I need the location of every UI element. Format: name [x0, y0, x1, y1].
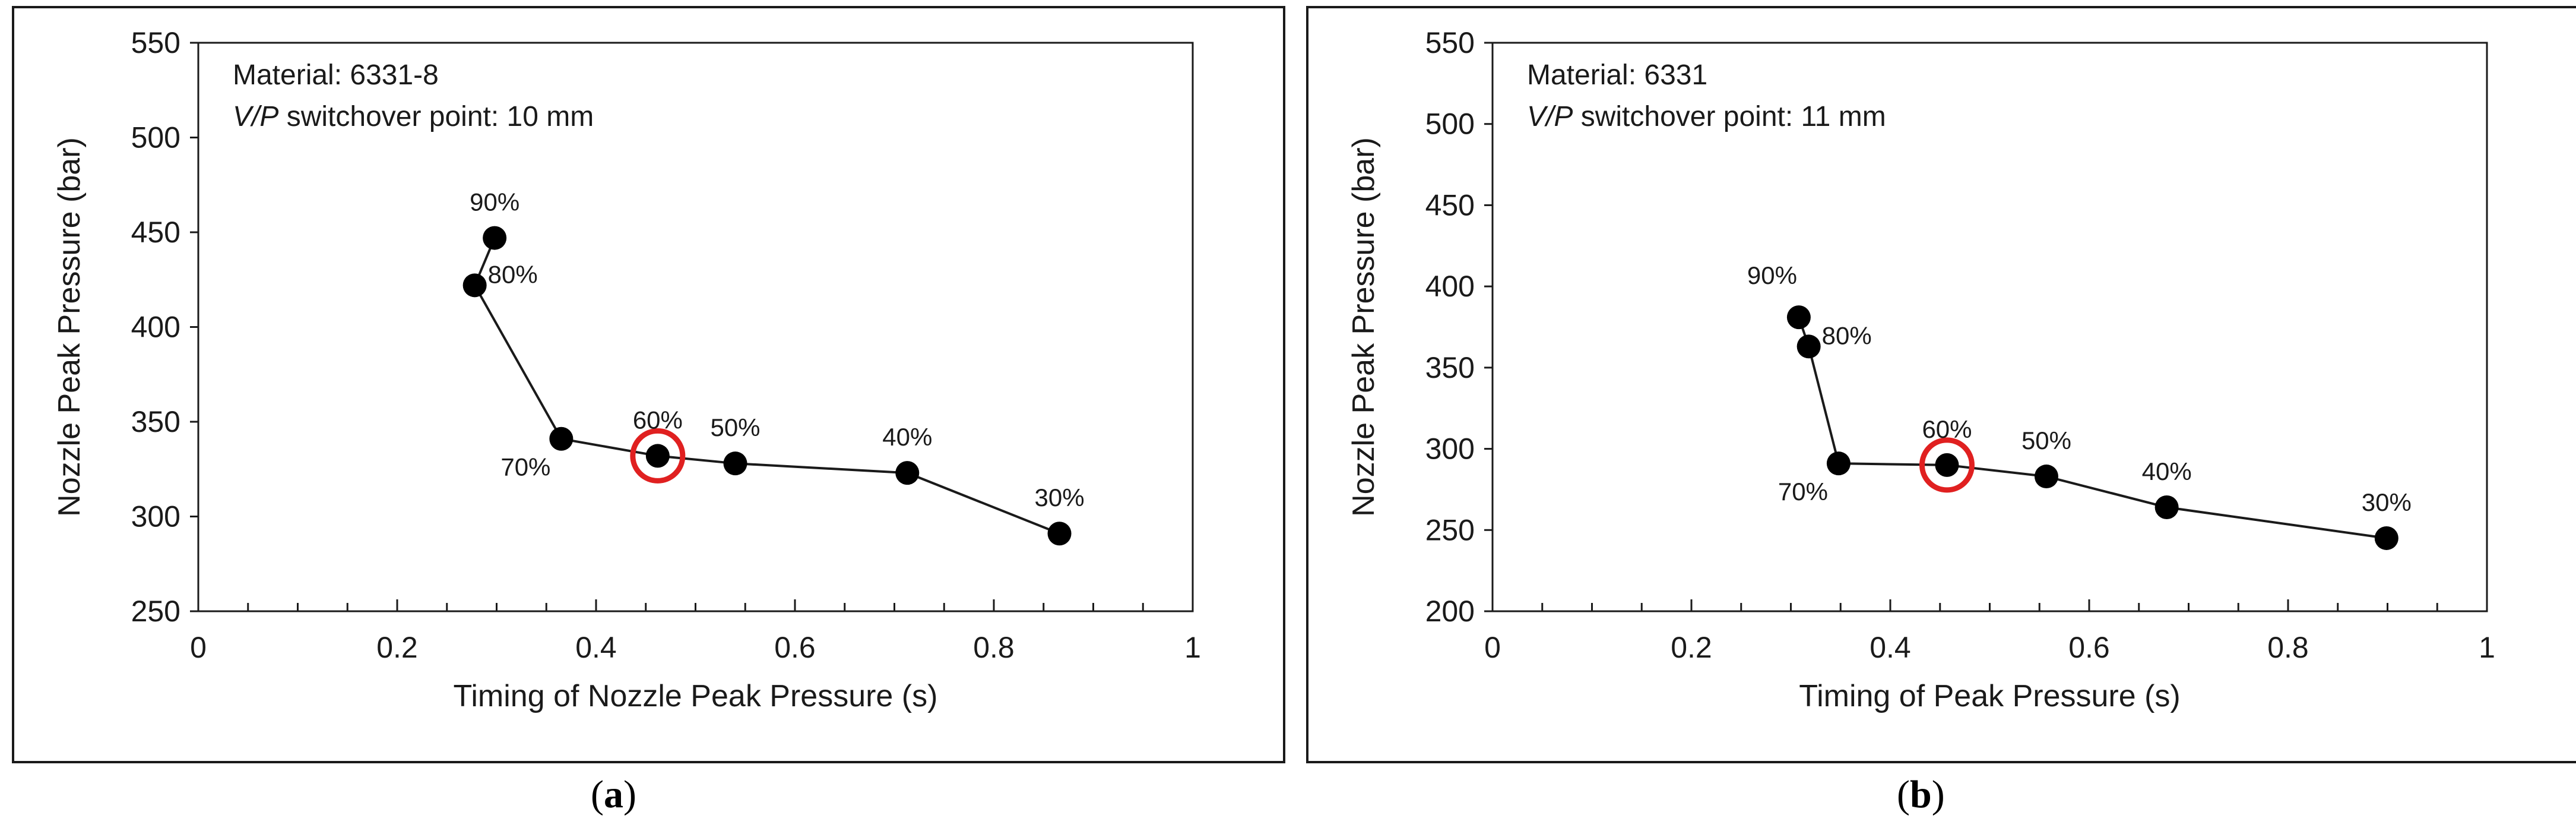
- series-line: [1798, 317, 2387, 539]
- data-point: [645, 444, 670, 468]
- x-tick-label: 0: [1484, 631, 1501, 664]
- point-label: 50%: [2021, 427, 2071, 454]
- x-tick-label: 0.8: [973, 631, 1015, 664]
- caption-a-letter: a: [603, 773, 623, 816]
- y-tick-label: 400: [1425, 270, 1475, 303]
- point-label: 90%: [1747, 261, 1797, 289]
- highlight-ring: [1919, 437, 1975, 493]
- caption-b-open: (: [1897, 773, 1910, 816]
- y-tick-label: 500: [131, 121, 180, 154]
- point-label: 30%: [2362, 488, 2412, 516]
- point-label: 60%: [1922, 415, 1972, 443]
- data-point: [549, 427, 573, 451]
- x-tick-label: 0.6: [774, 631, 816, 664]
- material-label: Material: 6331-8: [233, 59, 439, 91]
- caption-b-letter: b: [1909, 773, 1932, 816]
- data-point: [1786, 305, 1811, 330]
- y-tick-label: 450: [131, 216, 180, 249]
- caption-a: (a): [591, 772, 636, 817]
- chart-svg-b: 0 0.2 0.4 0.6 0.8 1 200 250 300 350 400 450 500 550 Ti…: [1346, 26, 2495, 713]
- x-tick-label: 0.2: [376, 631, 418, 664]
- highlight-ring: [630, 428, 686, 484]
- y-tick-label: 550: [131, 26, 180, 59]
- x-tick-label: 0.4: [1870, 631, 1911, 664]
- data-point: [1935, 453, 1959, 477]
- point-label: 80%: [488, 260, 538, 288]
- data-point: [895, 461, 920, 485]
- vp-rest: switchover point: 10 mm: [278, 101, 594, 132]
- vp-rest: switchover point: 11 mm: [1573, 101, 1886, 132]
- data-point: [1047, 522, 1072, 546]
- point-label: 90%: [470, 188, 519, 216]
- point-label: 70%: [1778, 478, 1828, 506]
- y-tick-label: 250: [131, 595, 180, 628]
- y-tick-label: 500: [1425, 108, 1475, 141]
- y-tick-label: 200: [1425, 595, 1475, 628]
- x-tick-label: 0.6: [2068, 631, 2110, 664]
- vp-switchover-label: V/P switchover point: 10 mm: [233, 101, 594, 132]
- y-axis-title: Nozzle Peak Pressure (bar): [52, 137, 87, 517]
- x-tick-label: 1: [2479, 631, 2495, 664]
- x-tick-label: 0: [190, 631, 207, 664]
- x-axis-title: Timing of Peak Pressure (s): [1799, 679, 2180, 713]
- point-label: 30%: [1035, 484, 1085, 511]
- y-tick-label: 350: [131, 405, 180, 438]
- caption-b: (b): [1897, 772, 1945, 817]
- data-point: [2374, 526, 2398, 550]
- y-tick-label: 300: [131, 500, 180, 533]
- series-line: [473, 237, 1060, 535]
- caption-a-open: (: [591, 773, 604, 816]
- x-tick-label: 0.2: [1671, 631, 1712, 664]
- vp-switchover-label: V/P switchover point: 11 mm: [1527, 101, 1886, 132]
- y-axis-title: Nozzle Peak Pressure (bar): [1346, 137, 1381, 517]
- x-tick-label: 0.4: [575, 631, 617, 664]
- point-label: 40%: [2142, 457, 2192, 485]
- x-tick-label: 0.8: [2267, 631, 2309, 664]
- chart-panel-b: 0 0.2 0.4 0.6 0.8 1 200 250 300 350 400 450 500 550 Ti…: [1306, 6, 2576, 763]
- y-tick-label: 400: [131, 311, 180, 344]
- x-tick-label: 1: [1184, 631, 1201, 664]
- vp-italic: V/P: [1527, 101, 1573, 132]
- y-tick-label: 250: [1425, 513, 1475, 546]
- y-tick-label: 300: [1425, 432, 1475, 466]
- point-label: 50%: [710, 413, 760, 441]
- data-point: [2154, 495, 2179, 520]
- x-axis-title: Timing of Nozzle Peak Pressure (s): [454, 679, 938, 713]
- chart-panel-a: 0 0.2 0.4 0.6 0.8 1 250 300 350 400 450 500 550 Timin…: [12, 6, 1285, 763]
- vp-italic: V/P: [233, 101, 278, 132]
- chart-svg-a: 0 0.2 0.4 0.6 0.8 1 250 300 350 400 450 500 550 Timin…: [52, 26, 1201, 713]
- data-point: [483, 226, 507, 250]
- point-label: 60%: [633, 406, 683, 434]
- data-point: [1796, 334, 1821, 359]
- data-point: [2034, 465, 2058, 489]
- data-point: [462, 273, 487, 298]
- caption-a-close: ): [623, 773, 636, 816]
- point-label: 70%: [500, 453, 550, 481]
- y-tick-label: 350: [1425, 351, 1475, 384]
- data-point: [1826, 451, 1851, 476]
- point-label: 80%: [1822, 321, 1872, 349]
- y-tick-label: 450: [1425, 188, 1475, 222]
- data-point: [723, 451, 747, 476]
- point-label: 40%: [882, 423, 932, 451]
- material-label: Material: 6331: [1527, 59, 1707, 91]
- caption-b-close: ): [1931, 773, 1945, 816]
- y-tick-label: 550: [1425, 26, 1475, 59]
